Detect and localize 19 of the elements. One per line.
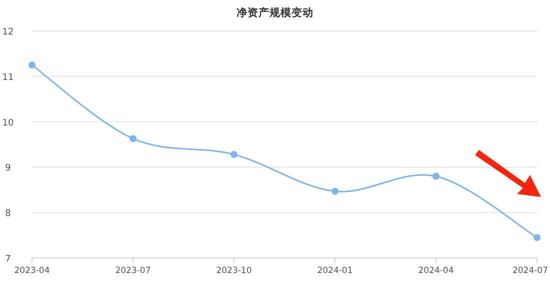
point (332, 188, 338, 195)
x-tick-label: 2024-01 (317, 266, 353, 276)
point (230, 150, 238, 158)
y-tick-label: 11 (2, 72, 14, 83)
y-tick-label: 10 (2, 118, 14, 128)
y-tick-label: 12 (2, 28, 14, 38)
point (130, 135, 136, 142)
y-tick-label: 8 (5, 209, 12, 220)
x-tick-label: 2023-04 (14, 266, 50, 276)
point (28, 62, 36, 69)
x-tick-label: 2023-10 (216, 266, 252, 276)
chart-title: 净资产规模变动 (236, 6, 314, 19)
x-tick-label: 2024-04 (418, 266, 454, 276)
x-tick-label: 2023-07 (115, 266, 151, 276)
y-tick-label: 9 (5, 164, 12, 174)
point (432, 172, 440, 180)
x-tick-label: 2024-07 (512, 266, 548, 276)
point (534, 234, 540, 242)
y-tick-label: 7 (5, 254, 11, 264)
